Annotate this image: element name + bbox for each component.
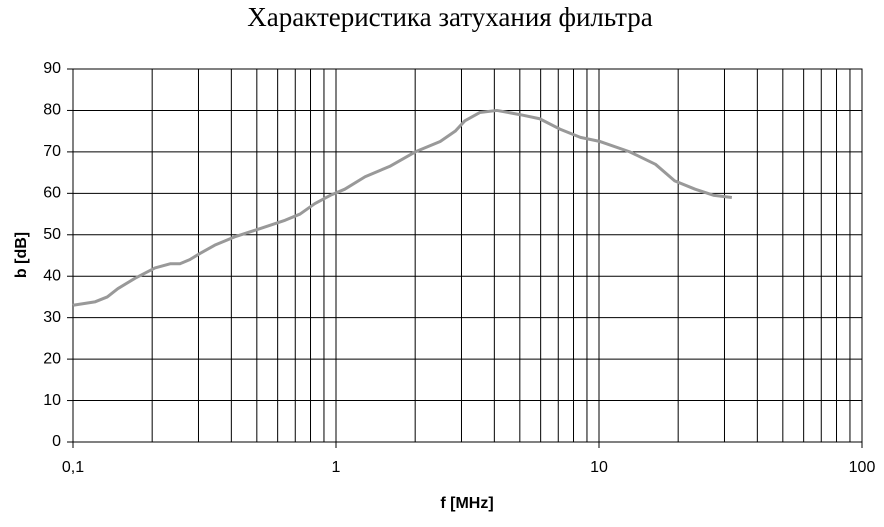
y-tick-label: 0	[52, 433, 61, 450]
x-tick-label: 10	[590, 459, 608, 476]
y-tick-label: 20	[43, 350, 61, 367]
y-tick-label: 10	[43, 392, 61, 409]
chart-title: Характеристика затухания фильтра	[247, 2, 653, 32]
y-tick-label: 50	[43, 226, 61, 243]
y-tick-label: 40	[43, 267, 61, 284]
x-tick-label: 1	[332, 459, 341, 476]
x-axis-label: f [MHz]	[440, 495, 493, 512]
y-axis-label: b [dB]	[13, 232, 30, 278]
y-tick-label: 70	[43, 143, 61, 160]
y-tick-label: 80	[43, 102, 61, 119]
y-tick-label: 30	[43, 309, 61, 326]
y-tick-label: 90	[43, 60, 61, 77]
data-line	[72, 108, 733, 307]
plot-frame	[72, 68, 863, 443]
x-tick-label: 0,1	[62, 459, 84, 476]
x-tick-label: 100	[849, 459, 876, 476]
y-tick-label: 60	[43, 185, 61, 202]
